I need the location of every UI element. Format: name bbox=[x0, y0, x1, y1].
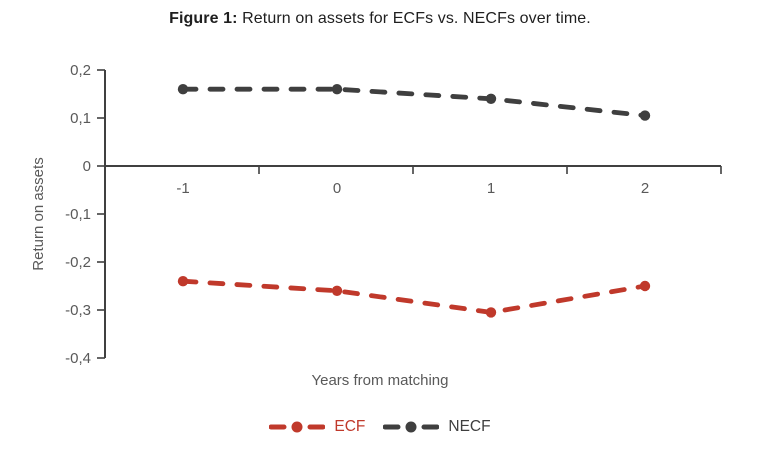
x-tick-label: -1 bbox=[176, 180, 189, 197]
necf-data-marker bbox=[485, 93, 497, 105]
x-tick-label: 1 bbox=[487, 180, 495, 197]
x-axis-title: Years from matching bbox=[311, 372, 448, 389]
series-ecf bbox=[177, 276, 651, 318]
y-tick-label: 0 bbox=[83, 158, 91, 175]
necf-data-marker bbox=[331, 84, 343, 95]
necf-data-marker bbox=[639, 110, 651, 121]
ecf-data-marker bbox=[177, 276, 189, 287]
y-axis-title: Return on assets bbox=[30, 157, 47, 270]
legend-label-ecf: ECF bbox=[334, 418, 366, 435]
ecf-data-marker bbox=[639, 280, 651, 292]
legend-item-necf: NECF bbox=[383, 417, 491, 437]
y-tick-label: 0,1 bbox=[70, 110, 91, 127]
legend-swatch-ecf bbox=[269, 421, 326, 433]
legend-marker-ecf bbox=[291, 421, 303, 433]
y-tick-label: -0,2 bbox=[65, 254, 91, 271]
legend: ECF NECF bbox=[0, 417, 760, 437]
series-group bbox=[177, 84, 651, 318]
series-necf bbox=[177, 84, 651, 121]
y-tick-label: -0,3 bbox=[65, 302, 91, 319]
legend-item-ecf: ECF bbox=[269, 417, 365, 437]
y-axis: 0,2 0,1 0 -0,1 -0,2 -0,3 -0,4 bbox=[65, 62, 106, 367]
ecf-dashed-line bbox=[180, 278, 648, 315]
y-tick-label: -0,1 bbox=[65, 206, 91, 223]
ecf-data-marker bbox=[485, 307, 497, 318]
necf-dashed-line bbox=[180, 86, 648, 118]
figure-title: Figure 1: Return on assets for ECFs vs. … bbox=[0, 10, 760, 28]
y-tick-label: -0,4 bbox=[65, 350, 91, 367]
necf-data-marker bbox=[177, 84, 189, 95]
ecf-data-marker bbox=[331, 285, 343, 296]
y-tick-label: 0,2 bbox=[70, 62, 91, 79]
legend-label-necf: NECF bbox=[448, 418, 491, 435]
figure-title-prefix: Figure 1: bbox=[169, 10, 238, 27]
legend-marker-necf bbox=[405, 421, 417, 433]
x-axis: -1 0 1 2 bbox=[105, 165, 722, 197]
x-tick-label: 2 bbox=[641, 180, 649, 197]
legend-swatch-necf bbox=[383, 421, 440, 433]
x-tick-label: 0 bbox=[333, 180, 341, 197]
figure-title-text: Return on assets for ECFs vs. NECFs over… bbox=[237, 10, 591, 27]
